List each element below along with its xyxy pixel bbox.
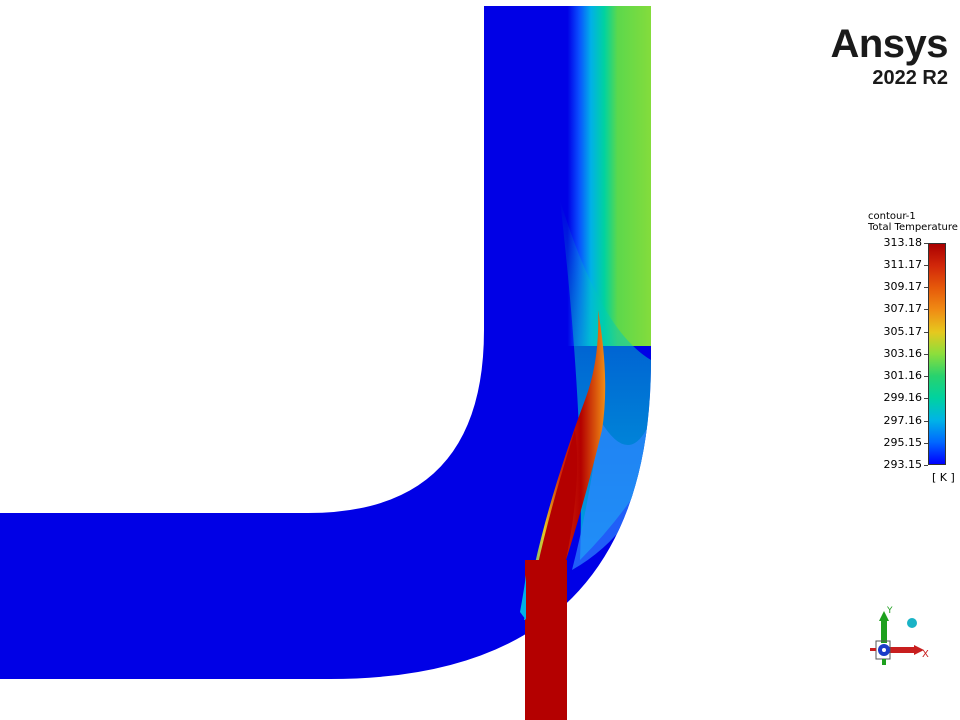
- triad-origin-dot: [882, 648, 886, 652]
- legend-tick: 305.17: [868, 326, 928, 338]
- logo-brand-text: Ansys: [830, 22, 948, 66]
- triad-y-label: Y: [886, 606, 893, 616]
- hot-inlet-branch: [525, 560, 567, 720]
- legend-tick: 309.17: [868, 281, 928, 293]
- legend-tick: 295.15: [868, 437, 928, 449]
- colormap-bar: [928, 243, 946, 465]
- legend-title-contour: contour-1: [868, 211, 916, 222]
- legend-tick: 297.16: [868, 415, 928, 427]
- outer-wall-mixing: [572, 420, 651, 570]
- inlet-edge-highlight: [520, 575, 526, 620]
- legend-title-variable: Total Temperature: [868, 222, 958, 233]
- legend-tick: 313.18: [868, 237, 928, 249]
- ansys-logo: Ansys 2022 R2: [830, 24, 948, 88]
- legend-tick: 301.16: [868, 370, 928, 382]
- legend-tick: 299.16: [868, 392, 928, 404]
- colormap-legend[interactable]: contour-1 Total Temperature 313.18 311.1…: [868, 211, 960, 491]
- legend-tick: 307.17: [868, 303, 928, 315]
- triad-x-label: X: [922, 649, 929, 660]
- logo-version-text: 2022 R2: [872, 67, 948, 89]
- legend-tick: 303.16: [868, 348, 928, 360]
- legend-tick: 293.15: [868, 459, 928, 471]
- axis-triad[interactable]: Y X: [866, 603, 936, 673]
- triad-y-axis: [881, 621, 887, 643]
- triad-x-arrow: [914, 645, 924, 655]
- triad-rotation-sphere: [907, 618, 917, 628]
- triad-y-arrow: [879, 611, 889, 621]
- legend-tick: 311.17: [868, 259, 928, 271]
- legend-unit: [ K ]: [932, 471, 955, 484]
- warm-layer-region: [484, 6, 651, 346]
- triad-x-axis: [886, 647, 916, 653]
